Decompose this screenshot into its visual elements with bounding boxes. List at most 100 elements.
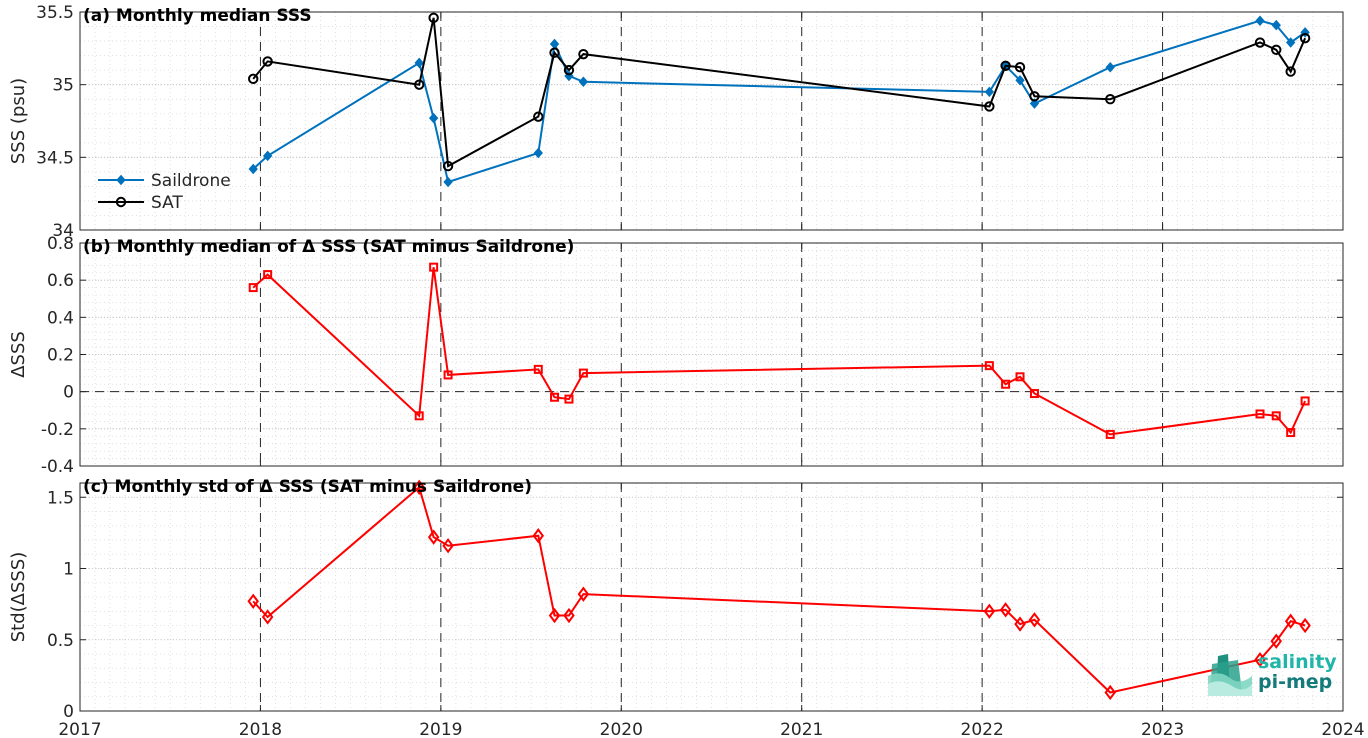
y-axis-label: SSS (psu) bbox=[8, 78, 29, 164]
data-point bbox=[578, 48, 589, 60]
data-point bbox=[248, 283, 258, 293]
y-tick-label: 34 bbox=[52, 221, 74, 241]
y-tick-label: -0.2 bbox=[41, 420, 74, 440]
legend-label: Saildrone bbox=[151, 171, 231, 191]
data-point bbox=[1271, 44, 1282, 55]
data-point bbox=[549, 47, 560, 58]
data-point bbox=[115, 196, 127, 208]
data-point bbox=[563, 607, 575, 624]
data-point bbox=[1015, 75, 1025, 86]
data-point bbox=[263, 270, 273, 280]
data-point bbox=[1001, 379, 1011, 389]
logo-text-pi-mep: pi-mep bbox=[1258, 671, 1333, 693]
data-point bbox=[1271, 411, 1281, 421]
data-point bbox=[1015, 372, 1025, 382]
data-point bbox=[247, 593, 259, 609]
data-point bbox=[1254, 37, 1266, 48]
data-point bbox=[1255, 15, 1265, 26]
x-tick-label: 2021 bbox=[780, 720, 823, 738]
y-tick-label: 35 bbox=[52, 76, 74, 96]
data-point bbox=[1000, 60, 1011, 71]
data-point bbox=[1300, 396, 1310, 406]
data-point bbox=[428, 12, 439, 24]
data-point bbox=[414, 79, 425, 90]
y-tick-label: 0.8 bbox=[47, 234, 74, 254]
y-tick-label: 35.5 bbox=[36, 3, 74, 23]
x-axis: 2017 2018 2019 2020 2021 2022 2023 2024 bbox=[58, 720, 1364, 738]
data-point bbox=[1104, 684, 1116, 701]
data-point bbox=[984, 361, 994, 371]
data-point bbox=[1271, 19, 1281, 31]
panel-std-delta-sss: 0 0.5 1 1.5 Std(ΔSSS) (c) Monthly std of Δ SS… bbox=[8, 477, 1344, 722]
panel-title: (c) Monthly std of Δ SSS (SAT minus Sail… bbox=[83, 477, 532, 497]
panel-sss: 34 34.5 35 35.5 SSS (psu) (a) Monthly median … bbox=[8, 3, 1344, 241]
data-point bbox=[1014, 62, 1026, 73]
data-point bbox=[442, 538, 454, 554]
data-point bbox=[577, 586, 590, 602]
x-tick-label: 2020 bbox=[600, 720, 643, 738]
data-point bbox=[578, 368, 588, 378]
data-point bbox=[533, 364, 543, 374]
data-point bbox=[1028, 612, 1041, 628]
data-point bbox=[1286, 37, 1296, 48]
x-tick-label: 2018 bbox=[239, 720, 282, 738]
wave-logo-icon bbox=[1208, 654, 1252, 696]
y-tick-label: 1 bbox=[63, 560, 74, 580]
data-point bbox=[1286, 428, 1296, 438]
data-point bbox=[443, 176, 453, 188]
data-point bbox=[262, 150, 273, 162]
data-point bbox=[1105, 429, 1115, 439]
y-tick-label: 0.2 bbox=[47, 346, 74, 366]
data-point bbox=[429, 262, 439, 272]
y-tick-label: 1.5 bbox=[47, 488, 74, 508]
data-point bbox=[548, 607, 561, 624]
data-point bbox=[262, 56, 273, 67]
data-point bbox=[1029, 98, 1040, 109]
data-point bbox=[427, 529, 440, 545]
y-tick-label: 0.6 bbox=[47, 271, 74, 291]
data-point bbox=[983, 603, 996, 619]
legend-label: SAT bbox=[151, 193, 183, 213]
data-point bbox=[533, 147, 543, 159]
x-tick-label: 2017 bbox=[58, 720, 101, 738]
series-line bbox=[252, 17, 1307, 168]
data-point bbox=[248, 163, 258, 175]
data-point bbox=[1270, 633, 1282, 649]
y-tick-label: 0.5 bbox=[47, 631, 74, 651]
data-point bbox=[1299, 617, 1311, 634]
panel-title: (b) Monthly median of Δ SSS (SAT minus S… bbox=[83, 237, 574, 257]
data-point bbox=[414, 411, 424, 421]
y-tick-label: 34.5 bbox=[36, 148, 74, 168]
data-point bbox=[984, 101, 995, 112]
data-point bbox=[533, 111, 544, 122]
y-tick-label: 0.4 bbox=[47, 308, 74, 328]
x-tick-label: 2023 bbox=[1141, 720, 1184, 738]
data-point bbox=[428, 112, 439, 124]
data-point bbox=[564, 394, 574, 404]
data-point bbox=[1105, 94, 1116, 105]
data-point bbox=[1105, 61, 1115, 73]
data-point bbox=[1014, 616, 1026, 632]
data-point bbox=[1299, 32, 1311, 44]
panel-title: (a) Monthly median SSS bbox=[83, 6, 312, 26]
y-tick-label: 0 bbox=[63, 702, 74, 722]
data-point bbox=[1254, 652, 1266, 668]
logo-text-salinity: salinity bbox=[1258, 651, 1337, 673]
data-point bbox=[984, 86, 995, 98]
plot-area bbox=[80, 483, 1343, 711]
data-point bbox=[1285, 66, 1296, 77]
data-point bbox=[563, 64, 575, 76]
data-point bbox=[550, 392, 560, 402]
data-point bbox=[1255, 409, 1265, 419]
panel-delta-sss: -0.4 -0.2 0 0.2 0.4 0.6 0.8 ΔSSS (b) Monthly med… bbox=[8, 234, 1344, 477]
x-tick-label: 2024 bbox=[1321, 720, 1364, 738]
axes-box bbox=[79, 482, 1344, 712]
data-point bbox=[532, 528, 545, 544]
data-point bbox=[1029, 91, 1040, 102]
salinity-pi-mep-logo: salinity pi-mep bbox=[1208, 650, 1338, 698]
data-point bbox=[261, 609, 274, 625]
data-point bbox=[248, 73, 259, 85]
data-point bbox=[578, 76, 589, 88]
y-tick-label: 0 bbox=[63, 383, 74, 403]
data-point bbox=[414, 57, 424, 69]
